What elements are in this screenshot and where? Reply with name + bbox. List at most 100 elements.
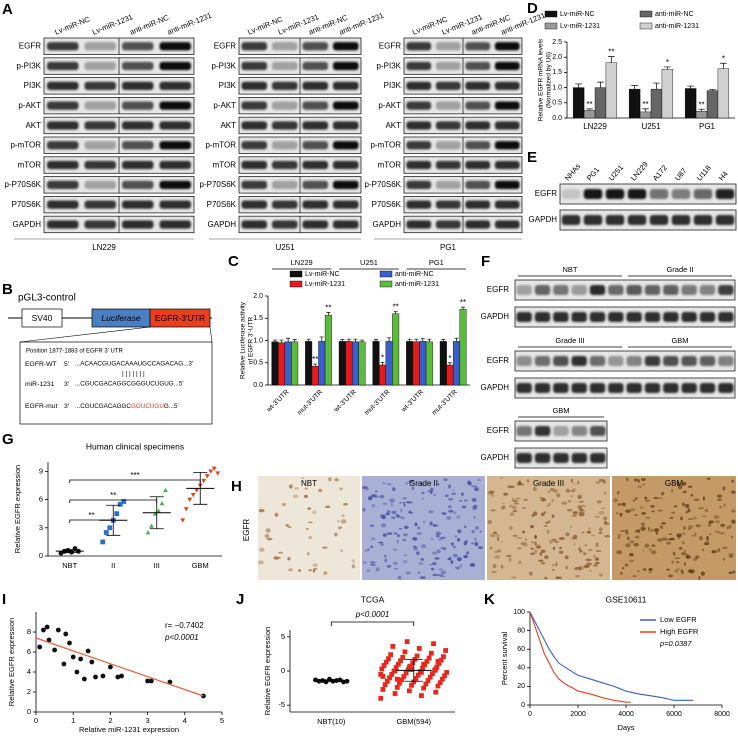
band xyxy=(516,285,532,295)
cell xyxy=(565,532,570,537)
bracket xyxy=(69,479,201,483)
blot-row xyxy=(238,97,362,115)
y-tick-label: 1.0 xyxy=(552,84,562,91)
row-label: p-AKT xyxy=(213,101,236,110)
cell xyxy=(454,535,457,538)
band xyxy=(332,101,359,110)
cell xyxy=(304,487,309,490)
point xyxy=(382,682,388,688)
legend-label: anti-miR-1231 xyxy=(395,281,439,288)
cell xyxy=(599,573,604,577)
blot-row xyxy=(43,37,195,55)
y-axis-label: Relative Luciferase activity xyxy=(240,301,247,379)
error-bar xyxy=(292,339,297,342)
cell xyxy=(627,536,630,541)
bar xyxy=(271,341,279,386)
cell xyxy=(680,569,683,573)
point xyxy=(398,658,403,664)
cell xyxy=(417,571,421,574)
cell xyxy=(603,491,607,495)
point xyxy=(381,663,387,668)
point xyxy=(442,673,447,679)
x-tick-label: 4 xyxy=(183,716,187,725)
cell xyxy=(382,482,386,485)
group-label: PG1 xyxy=(440,243,457,252)
cell xyxy=(453,511,457,515)
band xyxy=(590,453,606,463)
cell xyxy=(569,495,574,498)
cell xyxy=(620,530,626,532)
band xyxy=(159,220,191,229)
cell xyxy=(534,541,537,546)
point xyxy=(390,644,396,649)
cell xyxy=(477,478,481,482)
cell xyxy=(586,530,592,534)
x-tick-label: 1 xyxy=(71,716,75,725)
cell xyxy=(625,532,629,535)
point xyxy=(41,627,46,633)
cell xyxy=(687,508,691,513)
error-bar xyxy=(441,339,446,342)
lane-label: U118 xyxy=(695,163,713,182)
error-bar xyxy=(642,108,649,112)
cell xyxy=(616,550,623,555)
band xyxy=(465,200,491,209)
point xyxy=(52,647,57,653)
cell xyxy=(386,564,392,568)
cell xyxy=(657,509,663,512)
band xyxy=(553,426,569,436)
point xyxy=(384,678,390,684)
band xyxy=(465,81,491,90)
band xyxy=(302,81,329,90)
group-header: NBT xyxy=(563,265,578,274)
band xyxy=(47,220,79,229)
cell xyxy=(325,505,331,509)
band xyxy=(715,215,735,225)
panel-label: F xyxy=(481,253,490,270)
band xyxy=(406,101,432,110)
cell xyxy=(501,506,504,510)
cell xyxy=(522,507,527,510)
sd-bar xyxy=(404,658,423,682)
y-tick-label: 40 xyxy=(517,665,525,672)
x-tick-label: NBT(10) xyxy=(317,717,346,726)
significance: ** xyxy=(325,304,331,313)
construct-element xyxy=(21,308,63,328)
cell xyxy=(723,503,726,508)
cell xyxy=(728,571,733,574)
cell xyxy=(491,493,495,498)
error-bar xyxy=(454,337,459,342)
cell xyxy=(676,533,682,538)
x-axis-label: Relative miR-1231 expression xyxy=(79,725,179,734)
group-label: U251 xyxy=(360,258,378,267)
point xyxy=(67,640,72,646)
band xyxy=(302,180,329,189)
cell xyxy=(538,496,545,499)
x-tick-label: GBM(594) xyxy=(396,717,431,726)
cell xyxy=(604,522,610,526)
cell xyxy=(438,537,442,541)
cell xyxy=(341,514,345,518)
panel-label: I xyxy=(2,591,6,608)
cell xyxy=(369,524,375,527)
band xyxy=(715,189,735,199)
band xyxy=(271,81,298,90)
cell xyxy=(640,526,646,531)
cell xyxy=(471,529,475,534)
x-tick-label: wt-3'UTR xyxy=(400,389,426,415)
cell xyxy=(641,522,645,527)
error-bar xyxy=(360,339,364,342)
band xyxy=(693,189,713,199)
y-tick-label: 0.5 xyxy=(253,360,263,367)
point xyxy=(37,644,43,650)
group-header: Grade II xyxy=(666,265,693,274)
bar xyxy=(706,90,719,119)
band xyxy=(516,426,532,436)
x-tick-label: 2 xyxy=(108,716,112,725)
row-label: PI3K xyxy=(24,81,42,90)
cell xyxy=(575,574,580,578)
cell xyxy=(450,542,454,546)
blot-row xyxy=(514,306,736,328)
lane-label: NHAs xyxy=(563,162,583,183)
bracket xyxy=(69,499,158,503)
